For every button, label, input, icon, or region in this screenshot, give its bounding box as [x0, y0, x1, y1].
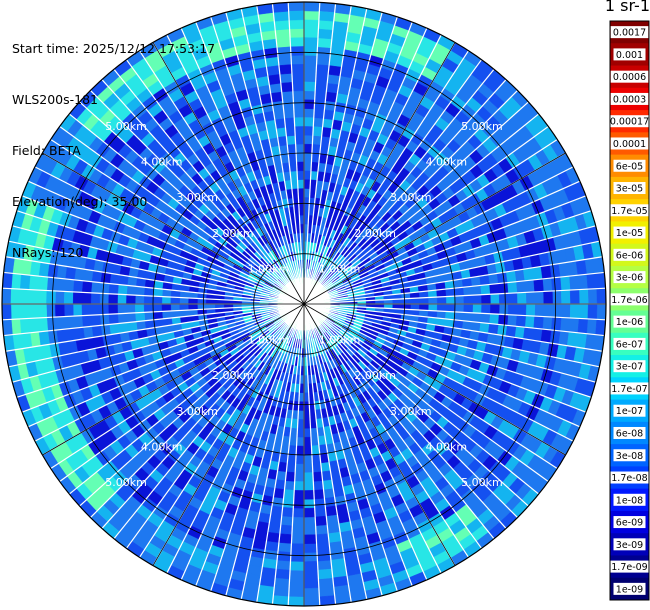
colorbar: 0.0017 0.001 0.0006 0.0003 0.00017 0.0001 6e-0…	[607, 20, 650, 601]
range-ring-label: 1.00km	[248, 262, 290, 275]
colorbar-tick-label: 1e-06	[616, 317, 643, 328]
colorbar-tick-label: 0.0006	[613, 72, 646, 83]
colorbar-tick-background	[610, 26, 649, 39]
range-ring-label: 4.00km	[141, 156, 183, 169]
colorbar-tick-label: 1e-07	[616, 406, 643, 417]
colorbar-tick-background	[610, 137, 649, 150]
colorbar-tick-background	[613, 582, 646, 595]
colorbar-tick-label: 1.7e-05	[611, 206, 647, 217]
colorbar-tick-background	[613, 538, 646, 551]
colorbar-tick-background	[607, 382, 650, 395]
instrument-label: WLS200s-181	[12, 92, 98, 107]
colorbar-tick-background	[613, 315, 646, 328]
range-ring-label: 5.00km	[461, 120, 503, 133]
range-ring-label: 4.00km	[426, 156, 468, 169]
colorbar-tick-background	[613, 182, 646, 195]
azimuth-line	[303, 152, 566, 305]
colorbar-title: m-1 sr-1	[606, 0, 650, 15]
colorbar-tick-background	[613, 226, 646, 239]
azimuth-line	[42, 152, 305, 305]
colorbar-tick-label: 0.0001	[613, 139, 646, 150]
colorbar-tick-label: 6e-09	[616, 518, 643, 529]
colorbar-tick-label: 1e-08	[616, 495, 643, 506]
colorbar-tick-label: 6e-07	[616, 339, 643, 350]
azimuth-line	[303, 303, 456, 566]
range-ring-label: 4.00km	[426, 440, 468, 453]
colorbar-tick-background	[613, 360, 646, 373]
colorbar-tick-background	[607, 560, 650, 573]
colorbar-tick-label: 3e-09	[616, 540, 643, 551]
range-ring-label: 4.00km	[141, 440, 183, 453]
colorbar-tick-label: 0.001	[616, 50, 643, 61]
range-ring-label: 3.00km	[390, 405, 432, 418]
colorbar-tick-background	[613, 271, 646, 284]
colorbar-tick-background	[613, 426, 646, 439]
colorbar-tick-background	[607, 115, 650, 128]
colorbar-tick-label: 6e-06	[616, 250, 643, 261]
range-ring-label: 1.00km	[319, 262, 361, 275]
colorbar-tick-background	[613, 404, 646, 417]
azimuth-line	[42, 303, 305, 456]
range-ring-label: 1.00km	[319, 334, 361, 347]
range-ring-label: 5.00km	[105, 120, 147, 133]
colorbar-tick-background	[613, 248, 646, 261]
colorbar-tick-background	[610, 92, 649, 105]
azimuth-line	[303, 303, 566, 456]
colorbar-tick-background	[613, 159, 646, 172]
field-label: Field: BETA	[12, 143, 81, 158]
colorbar-tick-background	[607, 471, 650, 484]
colorbar-tick-background	[607, 204, 650, 217]
range-ring-labels: 1.00km 1.00km 1.00km 1.00km 2.00km 2.00km 2.00…	[105, 120, 502, 489]
range-ring-label: 5.00km	[105, 476, 147, 489]
info-panel: Start time: 2025/12/12 17:53:17 WLS200s-…	[12, 6, 215, 278]
colorbar-tick-label: 0.0003	[613, 94, 646, 105]
colorbar-tick-label: 1.7e-08	[611, 473, 647, 484]
colorbar-tick-label: 0.0017	[613, 28, 646, 39]
start-time-label: Start time: 2025/12/12 17:53:17	[12, 41, 216, 56]
azimuth-line	[303, 42, 456, 305]
range-ring-label: 2.00km	[212, 369, 254, 382]
colorbar-tick-background	[613, 516, 646, 529]
colorbar-tick-label: 6e-08	[616, 428, 643, 439]
azimuth-lines	[2, 2, 606, 606]
colorbar-tick-label: 3e-06	[616, 273, 643, 284]
azimuth-line	[152, 303, 305, 566]
colorbar-tick-background	[610, 70, 649, 83]
range-ring-label: 3.00km	[390, 191, 432, 204]
azimuth-line	[152, 42, 305, 305]
colorbar-tick-label: 1e-05	[616, 228, 643, 239]
colorbar-tick-label: 3e-08	[616, 451, 643, 462]
range-ring-label: 3.00km	[176, 405, 218, 418]
colorbar-tick-label: 1e-09	[616, 584, 643, 595]
range-ring-label: 2.00km	[212, 227, 254, 240]
range-ring-label: 3.00km	[176, 191, 218, 204]
range-ring-label: 1.00km	[248, 334, 290, 347]
range-ring-label: 5.00km	[461, 476, 503, 489]
colorbar-tick-background	[607, 293, 650, 306]
colorbar-tick-background	[613, 493, 646, 506]
colorbar-tick-label: 1.7e-09	[611, 562, 647, 573]
colorbar-tick-background	[613, 337, 646, 350]
elevation-label: Elevation(deg): 35.00	[12, 194, 148, 209]
range-ring-label: 2.00km	[354, 227, 396, 240]
colorbar-tick-background	[613, 449, 646, 462]
nrays-label: NRays: 120	[12, 245, 84, 260]
colorbar-tick-label: 3e-07	[616, 362, 643, 373]
colorbar-tick-label: 1.7e-07	[611, 384, 647, 395]
colorbar-tick-label: 6e-05	[616, 161, 643, 172]
colorbar-frame	[609, 20, 650, 601]
colorbar-tick-label: 1.7e-06	[611, 295, 647, 306]
colorbar-tick-label: 0.00017	[610, 117, 649, 128]
colorbar-tick-background	[613, 48, 646, 61]
colorbar-tick-label: 3e-05	[616, 184, 643, 195]
range-ring-label: 2.00km	[354, 369, 396, 382]
